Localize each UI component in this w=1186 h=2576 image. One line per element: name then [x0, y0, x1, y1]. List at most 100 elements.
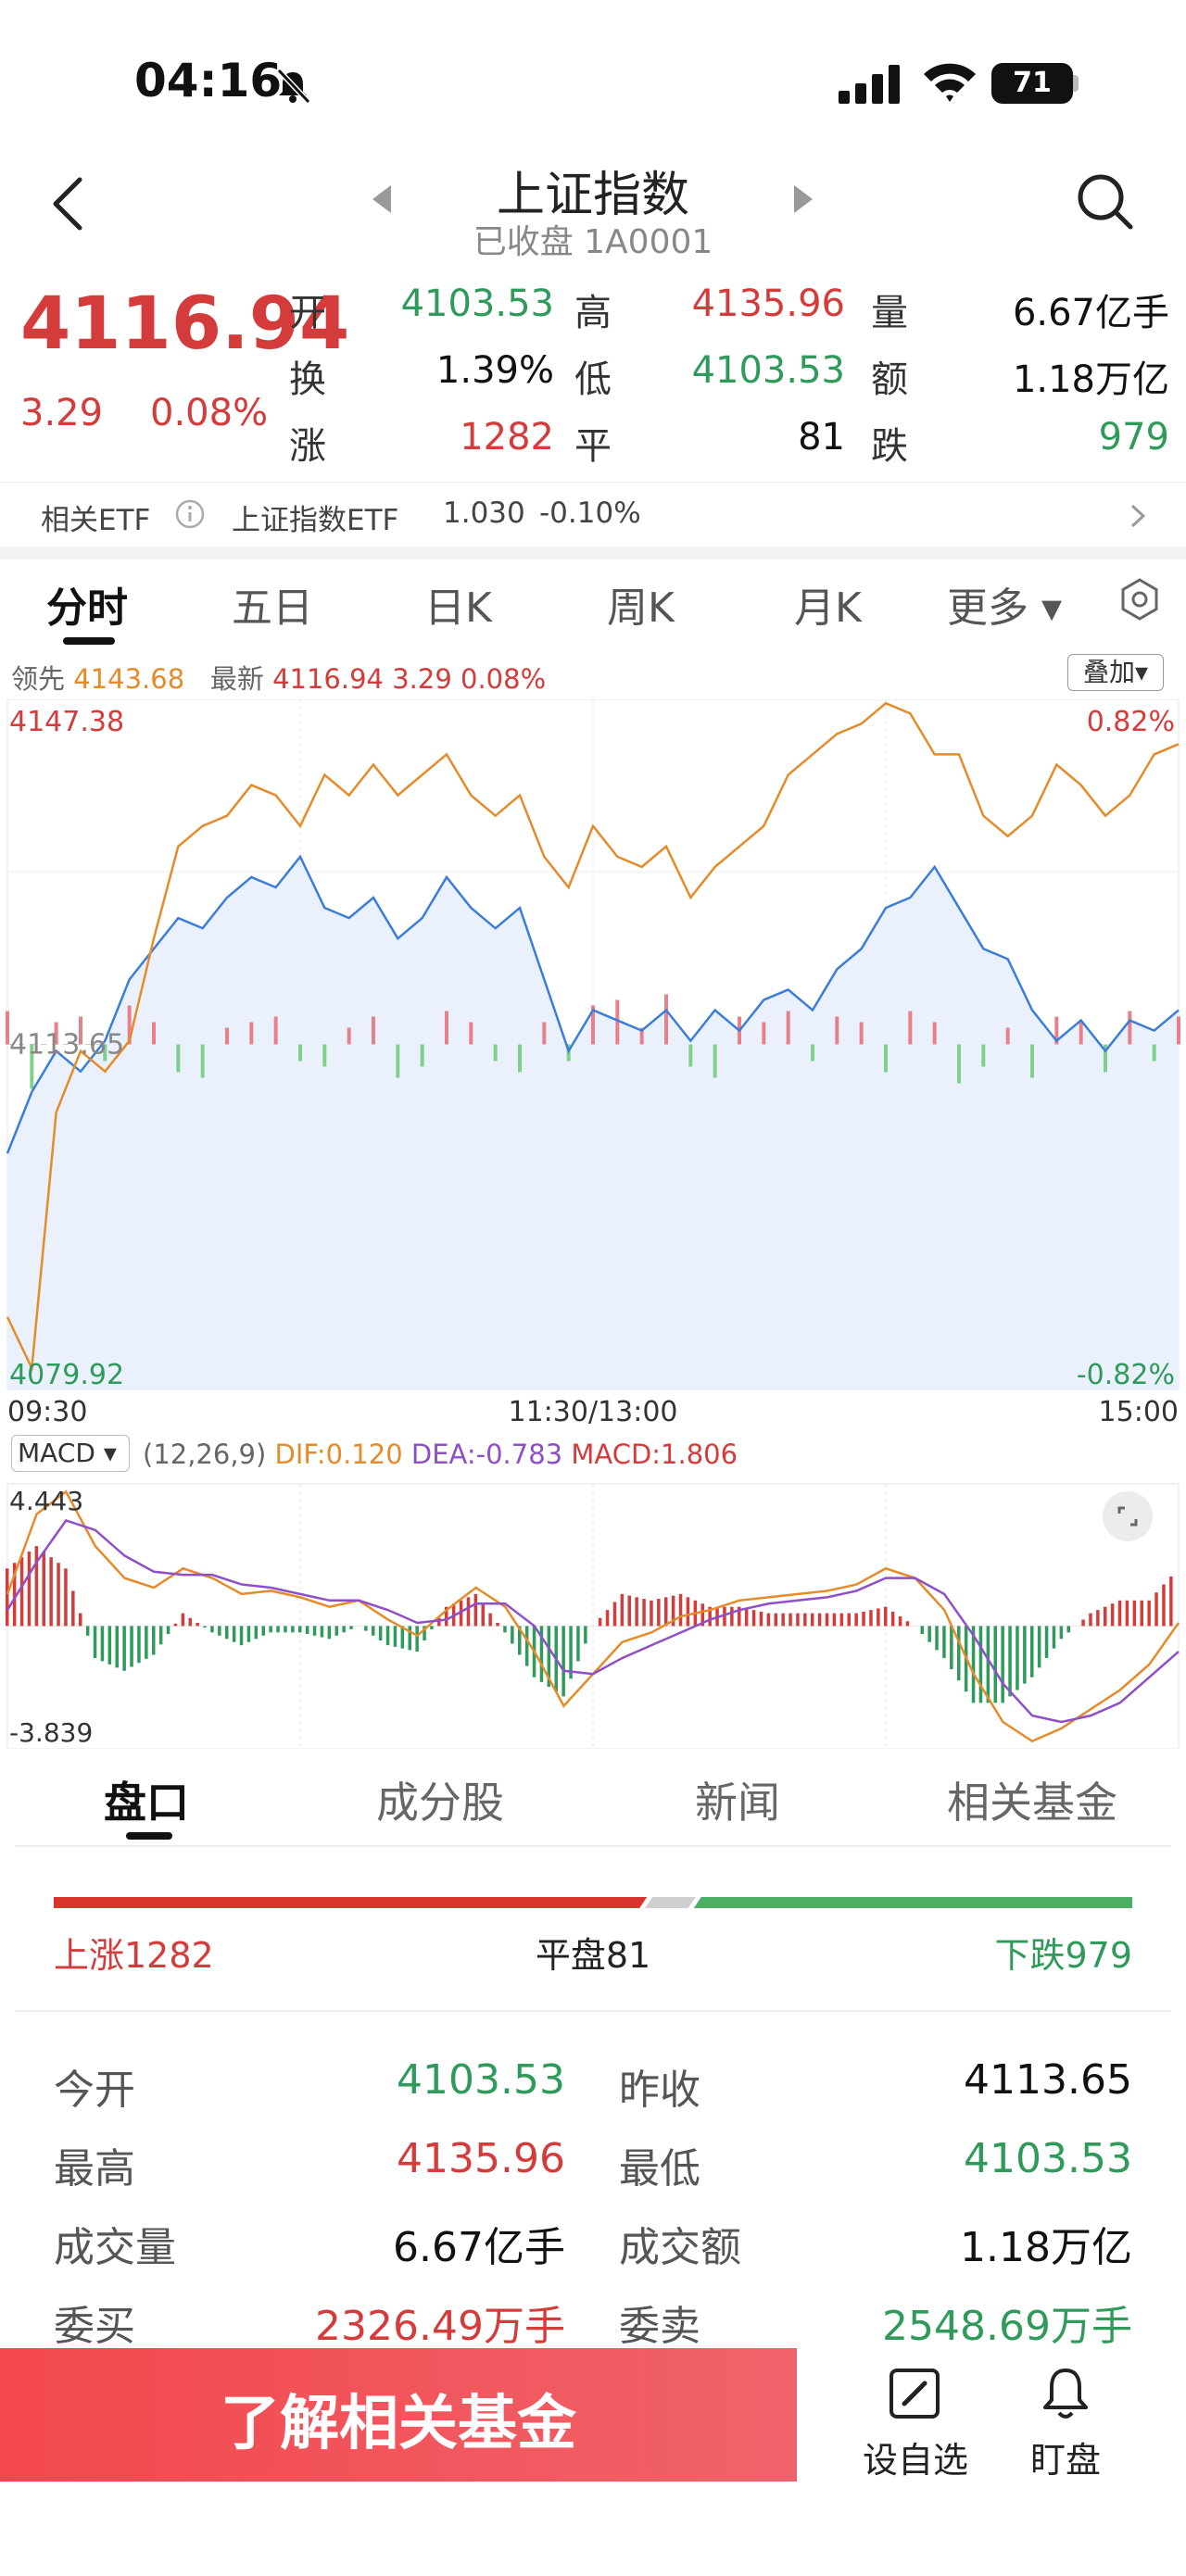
search-icon[interactable]	[1075, 171, 1134, 231]
price-change: 3.29	[20, 392, 104, 434]
chevron-right-icon[interactable]	[1129, 502, 1147, 530]
section-divider	[0, 547, 1186, 559]
volume-bar	[1128, 1011, 1132, 1045]
bottom-tab-1[interactable]: 成分股	[376, 1778, 504, 1828]
volume-bar	[1104, 1044, 1107, 1073]
macd-histogram-bar	[445, 1606, 448, 1627]
tab-0[interactable]: 分时	[46, 584, 128, 632]
volume-bar	[372, 1016, 375, 1045]
macd-histogram-bar	[64, 1568, 68, 1627]
learn-funds-label: 了解相关基金	[221, 2390, 576, 2458]
intraday-chart[interactable]: 4147.38 0.82% 4113.65 4079.92 -0.82%	[0, 699, 1186, 1394]
volume-bar	[518, 1044, 522, 1073]
bottom-tab-3[interactable]: 相关基金	[947, 1778, 1117, 1828]
stat-value: 1.18万亿	[960, 2224, 1132, 2271]
macd-histogram-bar	[181, 1613, 185, 1627]
macd-histogram-bar	[93, 1626, 97, 1658]
back-icon[interactable]	[44, 174, 91, 233]
next-index-icon[interactable]	[790, 183, 814, 215]
macd-histogram-bar	[334, 1626, 338, 1636]
tab-2[interactable]: 日K	[424, 584, 492, 632]
macd-histogram-bar	[6, 1568, 9, 1627]
macd-chart[interactable]: 4.443 -3.839	[0, 1480, 1186, 1749]
macd-histogram-bar	[122, 1626, 126, 1671]
stat-value: 6.67亿手	[393, 2224, 565, 2271]
volume-bar	[127, 1005, 132, 1045]
volume-bar	[469, 1022, 473, 1045]
breadth-flat-segment	[645, 1897, 696, 1908]
volume-bar	[811, 1044, 814, 1062]
quote-label: 涨	[289, 425, 326, 468]
indicator-select[interactable]: MACD ▾	[11, 1435, 130, 1472]
macd-histogram-bar	[364, 1626, 368, 1631]
macd-histogram-bar	[862, 1611, 865, 1627]
macd-histogram-bar	[811, 1613, 814, 1627]
macd-histogram-bar	[738, 1606, 741, 1627]
macd-histogram-bar	[678, 1593, 683, 1627]
breadth-flat: 平盘81	[535, 1935, 651, 1976]
volume-bar	[249, 1022, 254, 1045]
related-etf-bar[interactable]	[0, 482, 1186, 547]
macd-histogram-bar	[210, 1626, 214, 1633]
tab-1[interactable]: 五日	[232, 584, 313, 632]
macd-histogram-bar	[145, 1626, 148, 1659]
macd-histogram-bar	[261, 1626, 265, 1636]
volume-bar	[6, 1011, 9, 1045]
macd-histogram-bar	[569, 1626, 573, 1679]
macd-value: MACD:1.806	[571, 1439, 738, 1470]
macd-histogram-bar	[1096, 1610, 1100, 1627]
page-subtitle: 已收盘 1A0001	[473, 223, 713, 261]
learn-funds-button[interactable]	[0, 2348, 797, 2482]
volume-bar	[493, 1044, 498, 1062]
prev-index-icon[interactable]	[371, 183, 395, 215]
macd-histogram-bar	[605, 1610, 610, 1627]
macd-histogram-bar	[986, 1626, 990, 1703]
quote-label: 额	[871, 358, 908, 401]
tab-3[interactable]: 周K	[607, 584, 675, 632]
macd-histogram-bar	[730, 1606, 734, 1627]
macd-histogram-bar	[203, 1626, 207, 1628]
macd-histogram-bar	[284, 1626, 287, 1633]
macd-histogram-bar	[744, 1608, 749, 1627]
bell-icon[interactable]	[1040, 2365, 1091, 2422]
volume-bar	[664, 994, 668, 1045]
info-icon[interactable]	[174, 498, 206, 530]
volume-bar	[835, 1016, 839, 1045]
macd-histogram-bar	[1023, 1626, 1027, 1684]
macd-histogram-bar	[524, 1626, 529, 1666]
overlay-button[interactable]: 叠加▾	[1067, 654, 1164, 691]
volume-bar	[639, 1027, 644, 1045]
quote-label: 高	[574, 292, 612, 334]
add-watchlist-label[interactable]: 设自选	[862, 2440, 968, 2481]
volume-bar	[103, 1044, 107, 1062]
watch-label[interactable]: 盯盘	[1029, 2440, 1101, 2481]
series-last	[6, 854, 1180, 1154]
quote-value: 81	[798, 416, 845, 459]
macd-histogram-bar	[232, 1626, 236, 1642]
edit-icon[interactable]	[888, 2367, 941, 2420]
macd-histogram-bar	[642, 1599, 646, 1627]
bottom-tab-0[interactable]: 盘口	[104, 1778, 189, 1828]
intraday-legend: 领先 4143.68 最新 4116.94 3.29 0.08%	[11, 658, 546, 697]
macd-histogram-bar	[978, 1626, 983, 1703]
macd-histogram-bar	[620, 1593, 625, 1627]
lead-value: 4143.68	[73, 663, 185, 695]
macd-histogram-bar	[832, 1613, 837, 1627]
last-label: 最新	[209, 663, 264, 695]
volume-bar	[396, 1044, 400, 1078]
macd-histogram-bar	[650, 1600, 653, 1627]
settings-icon[interactable]	[1117, 576, 1163, 622]
macd-histogram-bar	[173, 1623, 178, 1627]
tab-5[interactable]: 更多 ▾	[947, 584, 1063, 632]
tab-4[interactable]: 月K	[794, 584, 862, 632]
macd-histogram-bar	[518, 1626, 522, 1655]
stat-label: 最低	[619, 2145, 700, 2193]
expand-chart-button[interactable]	[1103, 1491, 1153, 1541]
macd-histogram-bar	[342, 1626, 346, 1633]
macd-histogram-bar	[671, 1595, 675, 1627]
volume-bar	[884, 1044, 888, 1073]
bottom-tab-2[interactable]: 新闻	[695, 1778, 780, 1828]
macd-histogram-bar	[408, 1626, 411, 1651]
macd-histogram-bar	[612, 1602, 617, 1627]
macd-histogram-bar	[1037, 1626, 1041, 1668]
